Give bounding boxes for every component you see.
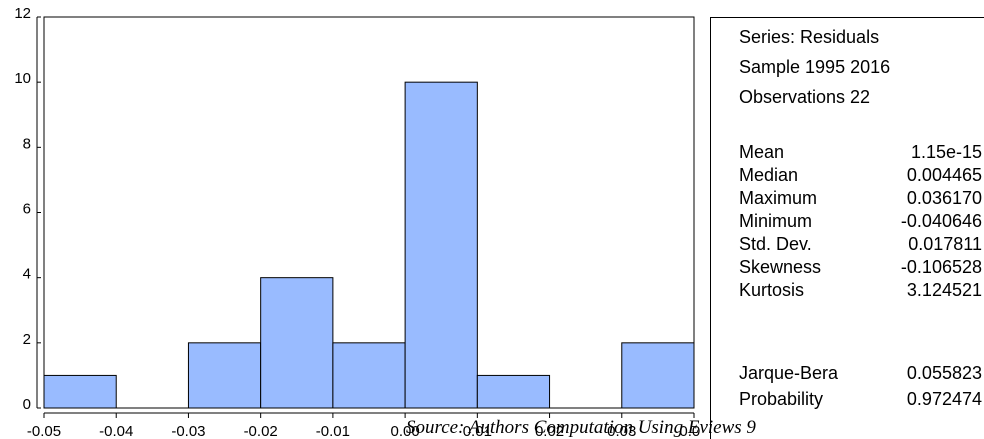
stat-value-std-dev: 0.017811 bbox=[908, 234, 982, 254]
stat-value-skewness: -0.106528 bbox=[900, 257, 982, 277]
stat-value-maximum: 0.036170 bbox=[906, 188, 982, 208]
stat-label-kurtosis: Kurtosis bbox=[739, 280, 805, 300]
stat-label-skewness: Skewness bbox=[739, 257, 822, 277]
x-tick-label-2: -0.03 bbox=[171, 423, 205, 439]
x-tick-label-9: 0.04 bbox=[679, 423, 700, 439]
y-tick-label-6: 12 bbox=[14, 5, 31, 22]
statistics-panel: Series: Residuals Sample 1995 2016 Obser… bbox=[710, 17, 984, 439]
histogram-chart: 0 2 4 6 8 10 12 -0.05 -0.04 -0.03 -0.02 -0.01 0.00 0… bbox=[14, 5, 700, 439]
y-tick-label-1: 2 bbox=[23, 331, 31, 348]
x-tick-label-1: -0.04 bbox=[99, 423, 133, 439]
histogram-bar-0 bbox=[43, 374, 117, 409]
x-tick-label-3: -0.02 bbox=[244, 423, 278, 439]
y-tick-label-3: 6 bbox=[23, 201, 31, 218]
x-tick-label-5: 0.00 bbox=[391, 423, 420, 439]
y-tick-label-4: 8 bbox=[23, 135, 31, 152]
source-note: Source: Authors Computation Using Eviews… bbox=[406, 417, 756, 438]
x-tick-label-6: 0.01 bbox=[463, 423, 492, 439]
y-tick-label-0: 0 bbox=[23, 396, 31, 413]
stat-value-jarque-bera: 0.055823 bbox=[906, 363, 982, 383]
histogram-bar-5 bbox=[404, 81, 478, 409]
histogram-bar-6 bbox=[476, 374, 551, 409]
stat-label-mean: Mean bbox=[739, 142, 785, 162]
x-tick-label-0: -0.05 bbox=[27, 423, 61, 439]
y-tick-label-2: 4 bbox=[23, 266, 31, 283]
sample-range: Sample 1995 2016 bbox=[739, 57, 891, 77]
stat-label-median: Median bbox=[739, 165, 799, 185]
stat-label-maximum: Maximum bbox=[739, 188, 818, 208]
x-tick-label-8: 0.03 bbox=[607, 423, 636, 439]
observations-count: Observations 22 bbox=[739, 87, 871, 107]
stat-value-probability: 0.972474 bbox=[906, 389, 982, 409]
stat-value-mean: 1.15e-15 bbox=[910, 142, 982, 162]
stat-label-minimum: Minimum bbox=[739, 211, 813, 231]
plot-frame bbox=[43, 16, 695, 409]
stat-value-minimum: -0.040646 bbox=[900, 211, 982, 231]
series-name: Series: Residuals bbox=[739, 27, 880, 47]
x-tick-label-7: 0.02 bbox=[535, 423, 564, 439]
histogram-bar-2 bbox=[187, 342, 262, 409]
stat-label-probability: Probability bbox=[739, 389, 824, 409]
y-tick-label-5: 10 bbox=[14, 70, 31, 87]
histogram-bar-4 bbox=[332, 342, 406, 409]
stat-label-std-dev: Std. Dev. bbox=[739, 234, 812, 254]
stat-label-jarque-bera: Jarque-Bera bbox=[739, 363, 839, 383]
histogram-bar-8 bbox=[621, 342, 695, 409]
histogram-bar-3 bbox=[260, 277, 334, 409]
stat-value-kurtosis: 3.124521 bbox=[906, 280, 982, 300]
x-tick-label-4: -0.01 bbox=[316, 423, 350, 439]
stat-value-median: 0.004465 bbox=[906, 165, 982, 185]
